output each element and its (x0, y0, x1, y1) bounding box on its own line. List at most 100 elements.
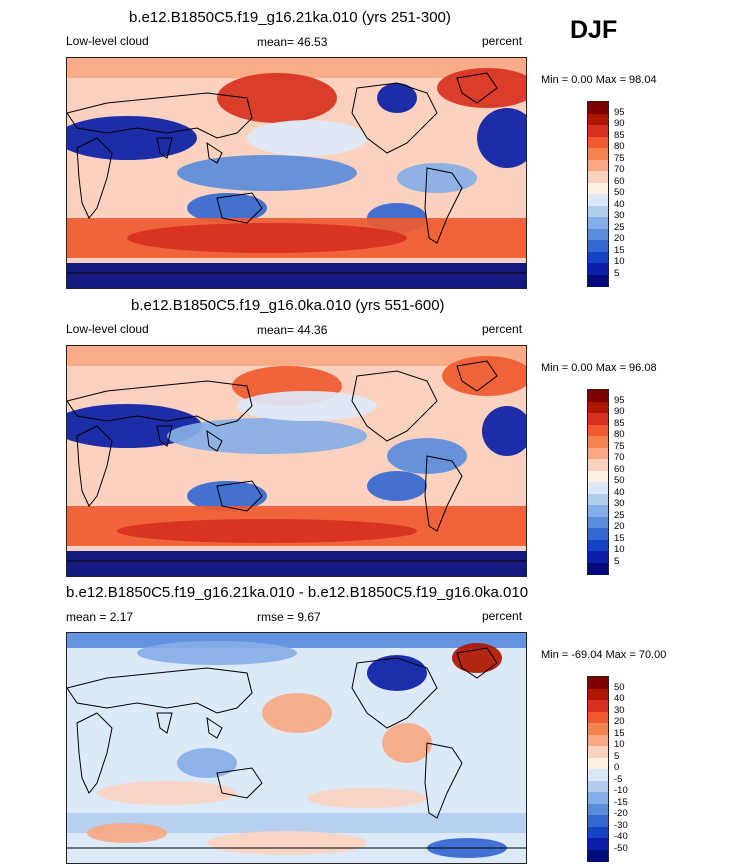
panel-3-left-label: mean = 2.17 (66, 610, 134, 624)
contour-region (382, 723, 432, 763)
colorbar-tick-label: 60 (614, 175, 625, 187)
colorbar-swatch (588, 792, 608, 804)
colorbar-tick-label: 75 (614, 440, 625, 452)
colorbar-swatch (588, 700, 608, 712)
colorbar-swatch (588, 493, 608, 506)
colorbar-swatch (588, 482, 608, 494)
colorbar-tick-label: -30 (614, 819, 628, 831)
colorbar-tick-label: 20 (614, 233, 625, 244)
colorbar-swatch (588, 677, 608, 689)
colorbar-tick-label: 95 (614, 394, 625, 406)
coastline (206, 141, 223, 164)
colorbar-swatch (588, 125, 608, 137)
colorbar-tick-label: 0 (614, 762, 620, 773)
colorbar-tick-label: -40 (614, 831, 628, 842)
colorbar-tick-label: 90 (614, 118, 625, 129)
colorbar-tick-label: 30 (614, 704, 625, 716)
colorbar-tick-label: 5 (614, 555, 620, 567)
colorbar-swatch (588, 551, 608, 563)
colorbar-swatch (588, 470, 608, 483)
colorbar-swatch (588, 780, 608, 793)
contour-region (442, 356, 526, 396)
contour-region (67, 346, 526, 366)
panel-3-center-label: rmse = 9.67 (257, 610, 321, 624)
coastline (156, 712, 173, 734)
map-canvas (67, 58, 526, 288)
contour-region (187, 481, 267, 511)
coastline (156, 137, 173, 159)
colorbar-tick-label: 25 (614, 221, 625, 233)
colorbar-tick-label: 80 (614, 429, 625, 440)
colorbar-tick-label: 20 (614, 716, 625, 727)
panel-2-left-label: Low-level cloud (66, 322, 149, 336)
coastline (216, 767, 263, 799)
contour-region (117, 519, 417, 543)
coastline (424, 742, 463, 819)
colorbar-swatch (588, 136, 608, 149)
contour-region (177, 155, 357, 191)
colorbar-swatch (588, 171, 608, 183)
panel-1-colorbar (587, 101, 609, 287)
contour-region (167, 418, 367, 454)
colorbar-tick-label: 10 (614, 739, 625, 750)
colorbar-tick-label: 70 (614, 164, 625, 175)
colorbar-swatch (588, 424, 608, 437)
colorbar-tick-label: 50 (614, 475, 625, 486)
contour-region (67, 633, 526, 648)
colorbar-swatch (588, 436, 608, 448)
coastline (351, 657, 438, 729)
colorbar-tick-label: -20 (614, 808, 628, 819)
colorbar-tick-label: 60 (614, 463, 625, 475)
colorbar-tick-label: 75 (614, 152, 625, 164)
colorbar-tick-label: 30 (614, 210, 625, 221)
colorbar-swatch (588, 769, 608, 781)
colorbar-swatch (588, 803, 608, 816)
colorbar-tick-label: 25 (614, 509, 625, 521)
coastline (351, 370, 438, 442)
colorbar-swatch (588, 240, 608, 252)
colorbar-swatch (588, 746, 608, 758)
contour-region (237, 391, 377, 421)
coastline (424, 455, 463, 532)
coastline (456, 647, 498, 679)
contour-region (137, 641, 297, 665)
colorbar-tick-label: 40 (614, 486, 625, 498)
colorbar-swatch (588, 182, 608, 195)
coastline (424, 167, 463, 244)
colorbar-tick-label: 50 (614, 681, 625, 693)
contour-region (67, 58, 526, 78)
colorbar-swatch (588, 205, 608, 218)
colorbar-tick-label: 50 (614, 187, 625, 198)
colorbar-swatch (588, 539, 608, 552)
panel-2-colorbar (587, 389, 609, 575)
colorbar-swatch (588, 711, 608, 724)
coastline (156, 425, 173, 447)
colorbar-tick-label: 30 (614, 498, 625, 509)
panel-2-right-label: percent (482, 322, 523, 336)
contour-region (187, 193, 267, 223)
coastline (206, 429, 223, 452)
colorbar-swatch (588, 838, 608, 850)
map-canvas (67, 346, 526, 576)
colorbar-tick-label: 5 (614, 267, 620, 279)
colorbar-swatch (588, 459, 608, 471)
coastline (76, 137, 113, 219)
colorbar-swatch (588, 723, 608, 735)
colorbar-swatch (588, 390, 608, 402)
panel-1-minmax: Min = 0.00 Max = 98.04 (541, 74, 657, 86)
colorbar-swatch (588, 401, 608, 414)
colorbar-tick-label: -10 (614, 785, 628, 796)
colorbar-tick-label: 85 (614, 129, 625, 141)
contour-region (262, 693, 332, 733)
colorbar-swatch (588, 815, 608, 827)
colorbar-tick-label: 80 (614, 141, 625, 152)
colorbar-swatch (588, 688, 608, 701)
coastline (456, 360, 498, 392)
colorbar-swatch (588, 516, 608, 529)
colorbar-tick-label: 15 (614, 727, 625, 739)
colorbar-swatch (588, 447, 608, 460)
panel-3-title: b.e12.B1850C5.f19_g16.21ka.010 - b.e12.B… (66, 584, 529, 601)
colorbar-tick-label: 85 (614, 417, 625, 429)
contour-region (452, 643, 502, 673)
colorbar-swatch (588, 228, 608, 241)
